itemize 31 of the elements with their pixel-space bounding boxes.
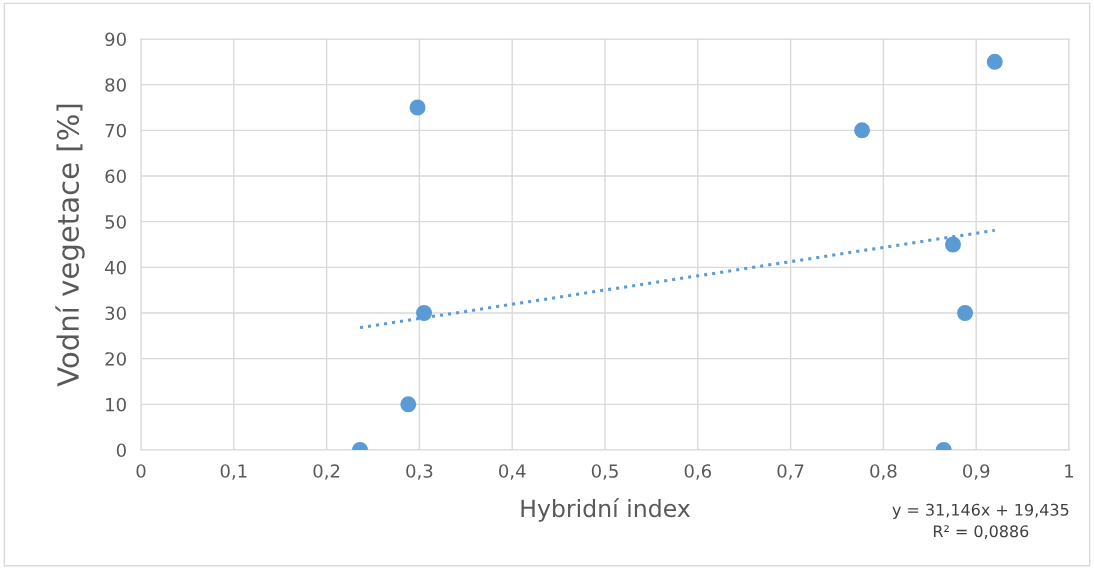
x-tick-label: 0,9 bbox=[963, 464, 990, 480]
y-tick-label: 90 bbox=[105, 32, 126, 47]
x-axis-title: Hybridní index bbox=[521, 498, 691, 522]
x-tick-label: 0,7 bbox=[777, 464, 804, 480]
y-tick-label: 50 bbox=[105, 215, 126, 229]
x-tick-label: 0,2 bbox=[313, 464, 340, 480]
x-tick-label: 0 bbox=[136, 464, 146, 478]
point bbox=[416, 305, 433, 321]
y-tick-label: 70 bbox=[105, 123, 126, 138]
text: y = 31,146x + 19,435 R² = 0,0886 bbox=[892, 503, 1069, 539]
y-axis-title: Vodní vegetace [%] bbox=[55, 104, 85, 387]
x-tick-label: 0,1 bbox=[220, 464, 247, 480]
point bbox=[945, 236, 961, 253]
x-tick-label: 0,4 bbox=[499, 464, 526, 480]
y-tick-label: 20 bbox=[105, 352, 126, 366]
y-tick-label: 0 bbox=[116, 443, 126, 458]
x-tick-label: 0,6 bbox=[684, 464, 712, 480]
point bbox=[400, 396, 417, 413]
point bbox=[409, 99, 426, 116]
x-tick-label: 0,3 bbox=[406, 464, 433, 480]
x-tick-label: 0,5 bbox=[591, 464, 618, 480]
x-tick-label: 0,8 bbox=[870, 464, 897, 480]
point bbox=[854, 122, 871, 139]
x-tick-label: 1 bbox=[1065, 464, 1074, 478]
y-tick-label: 60 bbox=[105, 169, 126, 184]
y-tick-label: 10 bbox=[106, 397, 126, 412]
y-tick-label: 80 bbox=[105, 78, 126, 92]
point bbox=[957, 305, 974, 321]
y-tick-label: 40 bbox=[105, 260, 126, 275]
point bbox=[986, 53, 1003, 70]
y-tick-label: 30 bbox=[105, 306, 126, 321]
